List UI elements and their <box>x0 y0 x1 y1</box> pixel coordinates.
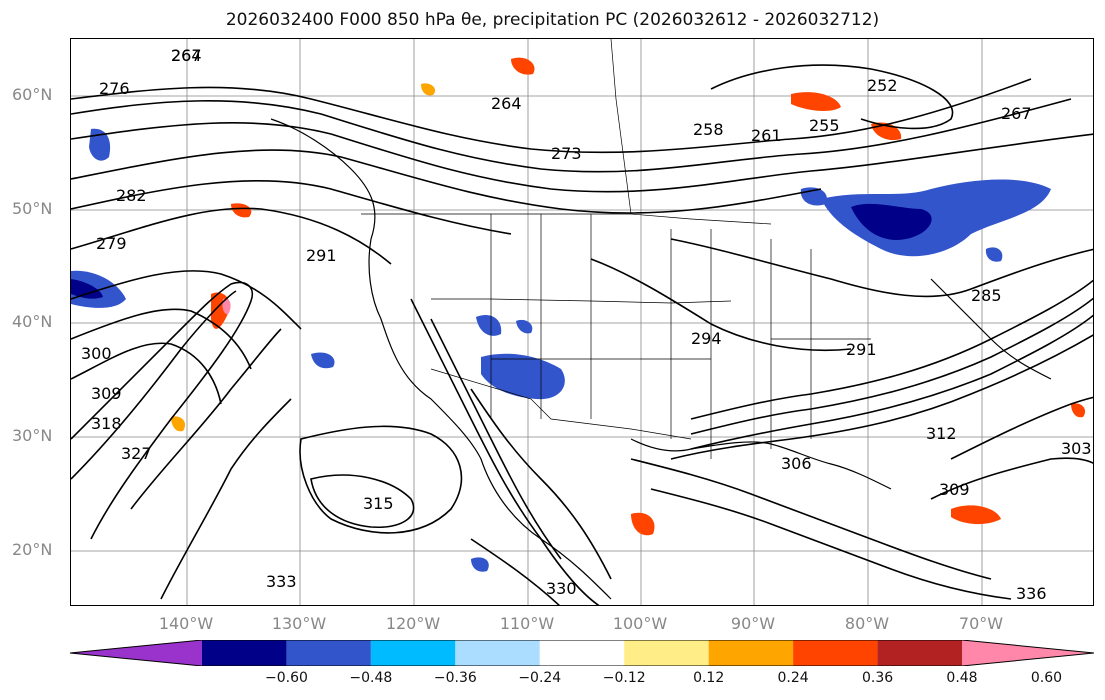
contour-label: 282 <box>116 186 147 205</box>
contour-label: 291 <box>306 246 337 265</box>
theta-e-contours <box>71 64 1093 605</box>
contour-label: 300 <box>81 344 112 363</box>
map-panel: 264 267 276 264 258 255 252 261 267 273 … <box>70 38 1094 606</box>
contour-label: 303 <box>1061 439 1092 458</box>
contour-label: 267 <box>1001 104 1032 123</box>
contour-label: 309 <box>939 480 970 499</box>
contour-label: 255 <box>809 116 840 135</box>
contour-label: 285 <box>971 286 1002 305</box>
colorbar-segment <box>793 640 878 666</box>
colorbar-svg <box>69 639 1095 667</box>
colorbar-tick-label: 0.24 <box>777 670 809 686</box>
lon-label-90w: 90°W <box>730 614 776 633</box>
contour-label: 264 <box>171 46 202 65</box>
colorbar-extend-low <box>70 640 202 666</box>
contour-labels: 264 267 276 264 258 255 252 261 267 273 … <box>81 46 1092 603</box>
colorbar-segment <box>877 640 962 666</box>
colorbar-segment <box>286 640 371 666</box>
contour-label: 312 <box>926 424 957 443</box>
colorbar-segment <box>539 640 625 666</box>
colorbar-tick-label: −0.36 <box>433 670 477 686</box>
colorbar-tick-label: −0.24 <box>518 670 562 686</box>
coastlines <box>270 118 1052 600</box>
contour-label: 336 <box>1016 584 1047 603</box>
contour-label: 267 <box>171 46 202 65</box>
contour-label: 306 <box>781 454 812 473</box>
colorbar-tick-label: 0.60 <box>1030 670 1063 686</box>
colorbar-tick-label: −0.48 <box>349 670 393 686</box>
contour-label: 252 <box>867 76 898 95</box>
precip-shading <box>71 57 1086 572</box>
colorbar-segment <box>370 640 456 666</box>
colorbar-tick-label: 0.12 <box>693 670 725 686</box>
contour-label: 261 <box>751 126 782 145</box>
lat-label-60n: 60°N <box>12 85 53 104</box>
lat-label-50n: 50°N <box>12 199 53 218</box>
lat-label-30n: 30°N <box>12 426 53 445</box>
contour-label: 294 <box>691 329 722 348</box>
lon-label-140w: 140°W <box>158 614 214 633</box>
lat-label-20n: 20°N <box>12 540 53 559</box>
colorbar-extend-high <box>962 640 1094 666</box>
contour-label: 330 <box>546 579 577 598</box>
colorbar-tick-label: −0.60 <box>264 670 308 686</box>
lon-label-130w: 130°W <box>271 614 327 633</box>
colorbar-segment <box>708 640 794 666</box>
colorbar-tick-label: 0.48 <box>946 670 978 686</box>
contour-label: 258 <box>693 120 724 139</box>
colorbar-segment <box>455 640 540 666</box>
contour-label: 273 <box>551 144 582 163</box>
colorbar-tick-label: 0.36 <box>861 670 894 686</box>
colorbar-tick-label: −0.12 <box>602 670 646 686</box>
colorbar <box>69 639 1095 670</box>
contour-label: 276 <box>99 79 130 98</box>
contour-label: 333 <box>266 572 297 591</box>
contour-label: 291 <box>846 340 877 359</box>
lon-label-100w: 100°W <box>612 614 668 633</box>
lon-label-70w: 70°W <box>958 614 1004 633</box>
lon-label-120w: 120°W <box>385 614 441 633</box>
lon-label-110w: 110°W <box>499 614 555 633</box>
lat-label-40n: 40°N <box>12 312 53 331</box>
map-title: 2026032400 F000 850 hPa θe, precipitatio… <box>225 10 880 30</box>
contour-label: 315 <box>363 494 394 513</box>
contour-label: 327 <box>121 444 152 463</box>
political-borders <box>361 39 871 459</box>
contour-label: 318 <box>91 414 122 433</box>
colorbar-segment <box>624 640 709 666</box>
contour-label: 279 <box>96 234 127 253</box>
contour-label: 264 <box>491 94 522 113</box>
lon-label-80w: 80°W <box>844 614 890 633</box>
contour-label: 309 <box>91 384 122 403</box>
colorbar-segment <box>202 640 287 666</box>
map-canvas: 264 267 276 264 258 255 252 261 267 273 … <box>71 39 1093 605</box>
